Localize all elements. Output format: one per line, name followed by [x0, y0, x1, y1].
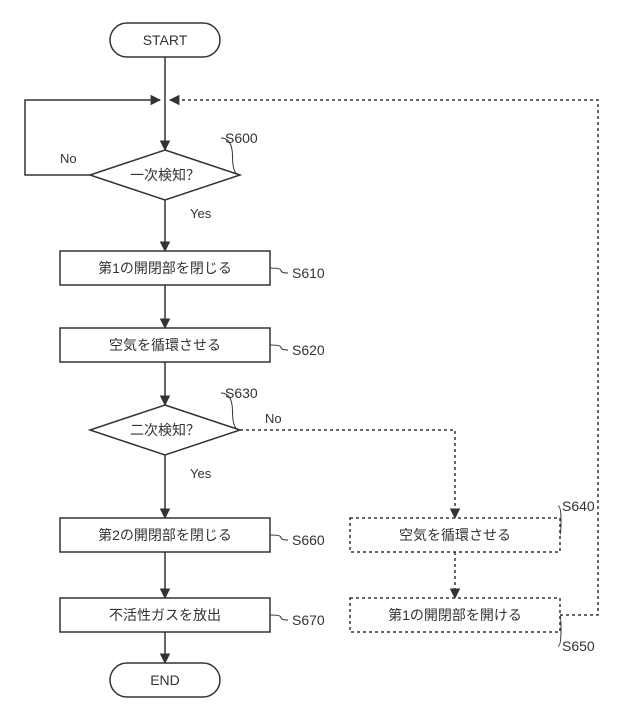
node-start: START [110, 23, 220, 57]
node-p2: 空気を循環させる [60, 328, 270, 362]
node-label-d2: 二次検知？ [130, 422, 200, 438]
edge-label-d2-p3: Yes [190, 466, 212, 481]
step-label-p3: S660 [292, 532, 325, 548]
step-label-p1: S610 [292, 265, 325, 281]
step-label-p6: S650 [562, 638, 595, 654]
node-label-p2: 空気を循環させる [109, 337, 221, 353]
node-p4: 不活性ガスを放出 [60, 598, 270, 632]
node-d2: 二次検知？ [90, 405, 240, 455]
step-label-p5: S640 [562, 498, 595, 514]
edge-label-d1-merge: No [60, 151, 77, 166]
edge-label-d2-p5: No [265, 411, 282, 426]
node-label-end: END [150, 672, 180, 688]
node-d1: 一次検知？ [90, 150, 240, 200]
node-label-p1: 第1の開閉部を閉じる [98, 260, 232, 276]
node-label-p3: 第2の開閉部を閉じる [98, 527, 232, 543]
step-label-p4: S670 [292, 612, 325, 628]
node-p5: 空気を循環させる [350, 518, 560, 552]
step-label-p2: S620 [292, 342, 325, 358]
node-p6: 第1の開閉部を開ける [350, 598, 560, 632]
step-label-d2: S630 [225, 385, 258, 401]
edge-d2-p5 [240, 430, 455, 518]
edge-label-d1-p1: Yes [190, 206, 212, 221]
step-label-d1: S600 [225, 130, 258, 146]
node-p1: 第1の開閉部を閉じる [60, 251, 270, 285]
node-label-start: START [143, 32, 188, 48]
node-label-d1: 一次検知？ [130, 167, 200, 183]
node-label-p5: 空気を循環させる [399, 527, 511, 543]
node-label-p4: 不活性ガスを放出 [109, 607, 221, 623]
node-end: END [110, 663, 220, 697]
node-label-p6: 第1の開閉部を開ける [388, 607, 522, 623]
node-p3: 第2の開閉部を閉じる [60, 518, 270, 552]
flowchart-canvas: No Yes Yes No START 一次検知？ S600 第1の開閉部を閉じる S610 空気… [0, 0, 622, 709]
